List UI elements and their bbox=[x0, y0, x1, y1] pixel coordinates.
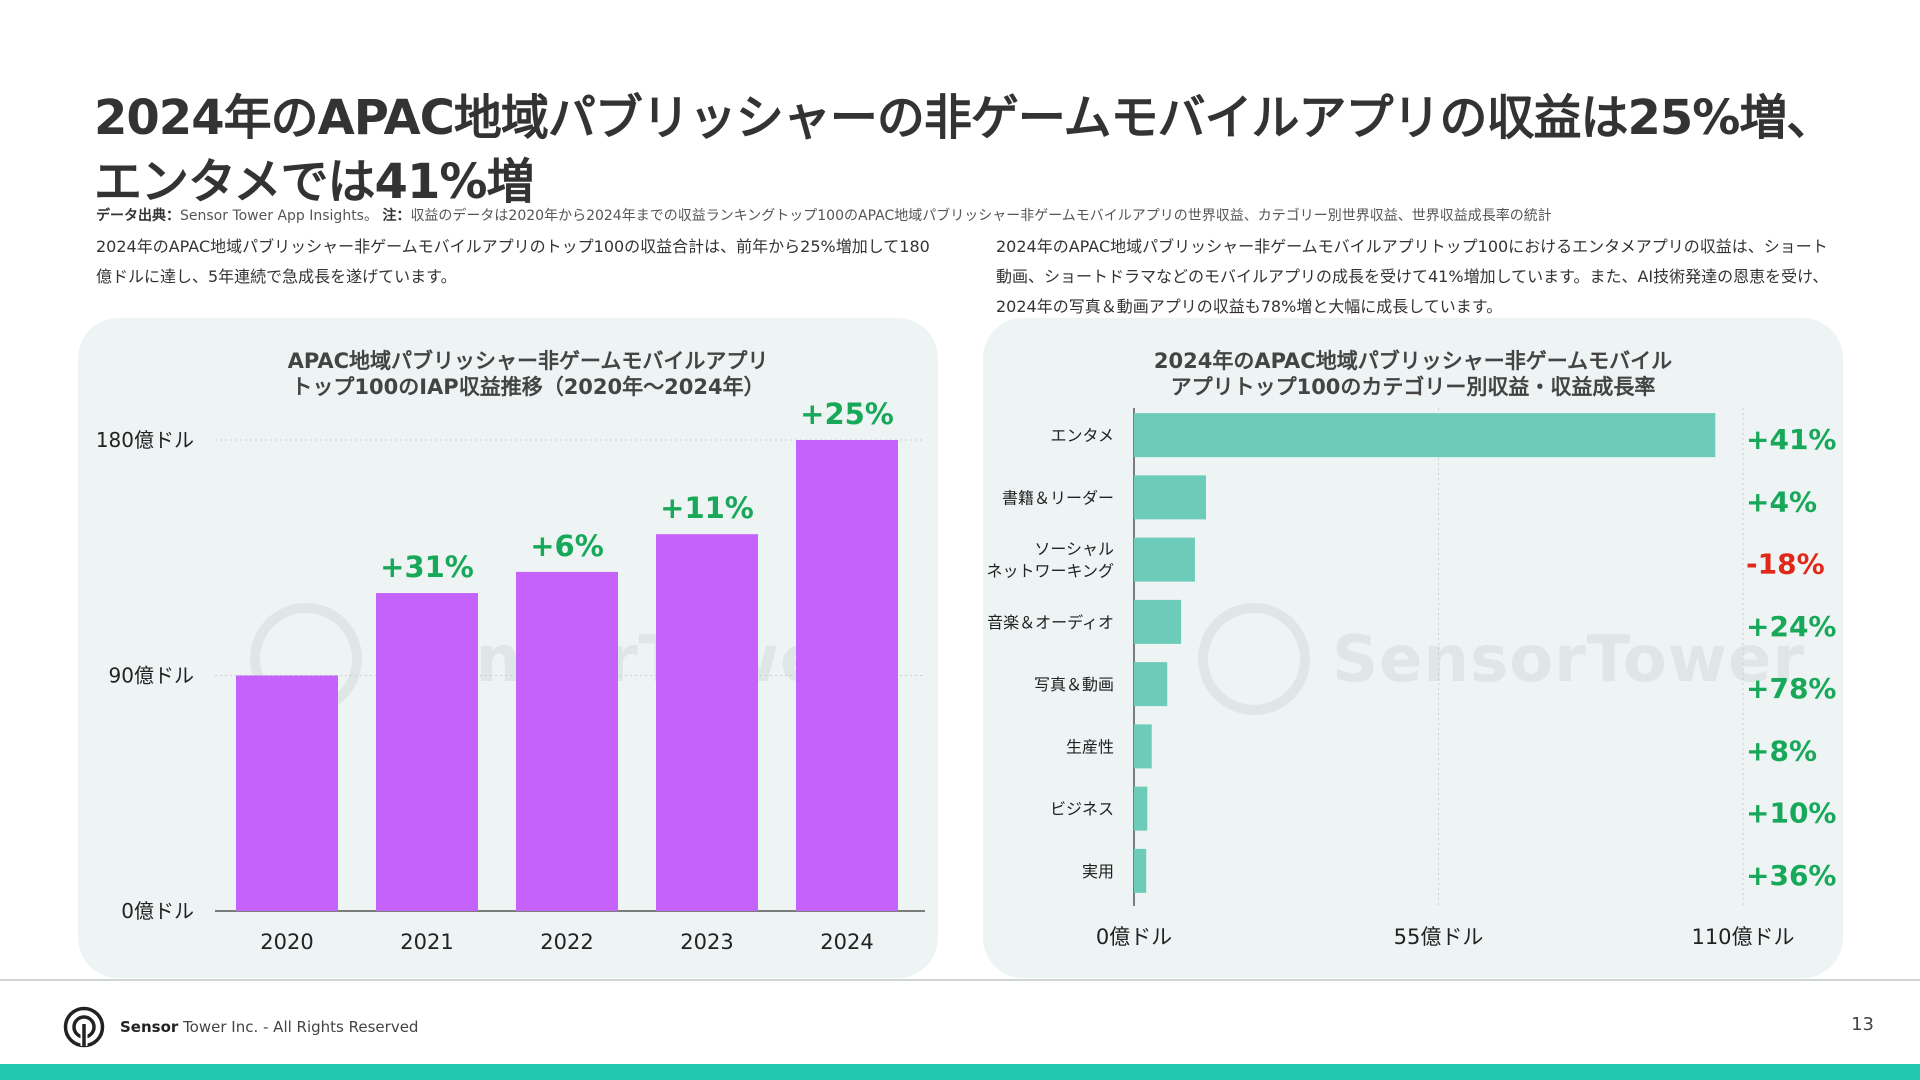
source-text: Sensor Tower App Insights。 bbox=[180, 208, 378, 224]
y-tick-label-line: ビジネス bbox=[1050, 800, 1114, 819]
company-name-bold: Sensor bbox=[120, 1018, 179, 1036]
y-tick-label: エンタメ bbox=[1050, 426, 1114, 445]
y-tick-label: 書籍＆リーダー bbox=[1002, 488, 1114, 507]
growth-label: +41% bbox=[1746, 423, 1836, 456]
bar-category bbox=[1134, 786, 1148, 831]
x-tick-label: 55億ドル bbox=[1394, 925, 1484, 949]
copyright: Sensor Tower Inc. - All Rights Reserved bbox=[120, 1018, 418, 1036]
bar-2021 bbox=[376, 593, 478, 911]
x-tick-label: 0億ドル bbox=[1096, 925, 1172, 949]
x-tick-label: 110億ドル bbox=[1691, 925, 1794, 949]
x-tick-label: 2021 bbox=[400, 930, 453, 954]
chart2-title: 2024年のAPAC地域パブリッシャー非ゲームモバイル アプリトップ100のカテ… bbox=[983, 348, 1843, 400]
bar-2020 bbox=[236, 675, 338, 911]
y-tick-label: 0億ドル bbox=[121, 899, 194, 923]
growth-label: +31% bbox=[380, 550, 474, 584]
y-tick-label: ビジネス bbox=[1050, 800, 1114, 819]
y-tick-label: 生産性 bbox=[1066, 737, 1114, 756]
page-number: 13 bbox=[1851, 1014, 1874, 1035]
bar-category bbox=[1134, 537, 1195, 582]
page-title-line2: エンタメでは41%増 bbox=[94, 154, 534, 210]
watermark: SensorTower bbox=[1332, 623, 1805, 697]
growth-label: +25% bbox=[800, 397, 894, 431]
bar-category bbox=[1134, 662, 1168, 707]
sensor-tower-logo-icon bbox=[63, 1006, 105, 1048]
x-tick-label: 2023 bbox=[680, 930, 733, 954]
growth-label: -18% bbox=[1746, 548, 1825, 581]
chart2-title-line1: 2024年のAPAC地域パブリッシャー非ゲームモバイル bbox=[1153, 349, 1673, 373]
company-name-rest: Tower Inc. - All Rights Reserved bbox=[178, 1018, 419, 1036]
chart1-title-line2: トップ100のIAP収益推移（2020年～2024年） bbox=[291, 375, 765, 399]
description-right: 2024年のAPAC地域パブリッシャー非ゲームモバイルアプリトップ100における… bbox=[996, 237, 1829, 316]
x-tick-label: 2024 bbox=[820, 930, 873, 954]
chart1-title-line1: APAC地域パブリッシャー非ゲームモバイルアプリ bbox=[287, 349, 769, 373]
growth-label: +10% bbox=[1746, 797, 1836, 830]
data-source-note: データ出典：Sensor Tower App Insights。 注：収益のデー… bbox=[96, 205, 1856, 225]
source-label: データ出典： bbox=[96, 208, 180, 224]
footer-divider bbox=[0, 979, 1920, 981]
y-tick-label: 実用 bbox=[1082, 862, 1114, 881]
y-tick-label: ソーシャルネットワーキング bbox=[986, 540, 1114, 581]
y-tick-label-line: ソーシャル bbox=[1034, 540, 1114, 559]
y-tick-label-line: エンタメ bbox=[1050, 426, 1114, 445]
bar-2024 bbox=[796, 440, 898, 911]
y-tick-label-line: ネットワーキング bbox=[986, 562, 1114, 581]
y-tick-label: 90億ドル bbox=[109, 664, 194, 688]
bar-category bbox=[1134, 413, 1716, 458]
growth-label: +11% bbox=[660, 491, 754, 525]
growth-label: +78% bbox=[1746, 672, 1836, 705]
growth-label: +36% bbox=[1746, 859, 1836, 892]
page-title-line1: 2024年のAPAC地域パブリッシャーの非ゲームモバイルアプリの収益は25%増、 bbox=[94, 90, 1834, 146]
y-tick-label-line: 実用 bbox=[1082, 862, 1114, 881]
bar-2022 bbox=[516, 571, 618, 911]
note-text: 収益のデータは2020年から2024年までの収益ランキングトップ100のAPAC… bbox=[410, 208, 1552, 224]
growth-label: +4% bbox=[1746, 485, 1817, 518]
page-title: 2024年のAPAC地域パブリッシャーの非ゲームモバイルアプリの収益は25%増、… bbox=[94, 86, 1854, 214]
bar-2023 bbox=[656, 534, 758, 911]
bottom-accent-bar bbox=[0, 1064, 1920, 1080]
y-tick-label: 音楽＆オーディオ bbox=[987, 613, 1114, 632]
bar-category bbox=[1134, 848, 1147, 893]
description-left: 2024年のAPAC地域パブリッシャー非ゲームモバイルアプリのトップ100の収益… bbox=[96, 237, 930, 286]
growth-label: +8% bbox=[1746, 734, 1817, 767]
chart1-title: APAC地域パブリッシャー非ゲームモバイルアプリ トップ100のIAP収益推移（… bbox=[98, 348, 958, 400]
growth-label: +24% bbox=[1746, 610, 1836, 643]
y-tick-label-line: 生産性 bbox=[1066, 737, 1114, 756]
y-tick-label-line: 音楽＆オーディオ bbox=[987, 613, 1114, 632]
x-tick-label: 2022 bbox=[540, 930, 593, 954]
y-tick-label: 写真＆動画 bbox=[1034, 675, 1114, 694]
growth-label: +6% bbox=[530, 529, 604, 563]
watermark-logo-icon bbox=[1198, 603, 1310, 715]
chart2-title-line2: アプリトップ100のカテゴリー別収益・収益成長率 bbox=[1170, 375, 1656, 399]
bar-category bbox=[1134, 475, 1206, 520]
bar-category bbox=[1134, 724, 1152, 769]
bar-category bbox=[1134, 599, 1182, 644]
y-tick-label-line: 写真＆動画 bbox=[1034, 675, 1114, 694]
y-tick-label-line: 書籍＆リーダー bbox=[1002, 488, 1114, 507]
y-tick-label: 180億ドル bbox=[96, 428, 194, 452]
note-label: 注： bbox=[382, 208, 411, 224]
x-tick-label: 2020 bbox=[260, 930, 313, 954]
